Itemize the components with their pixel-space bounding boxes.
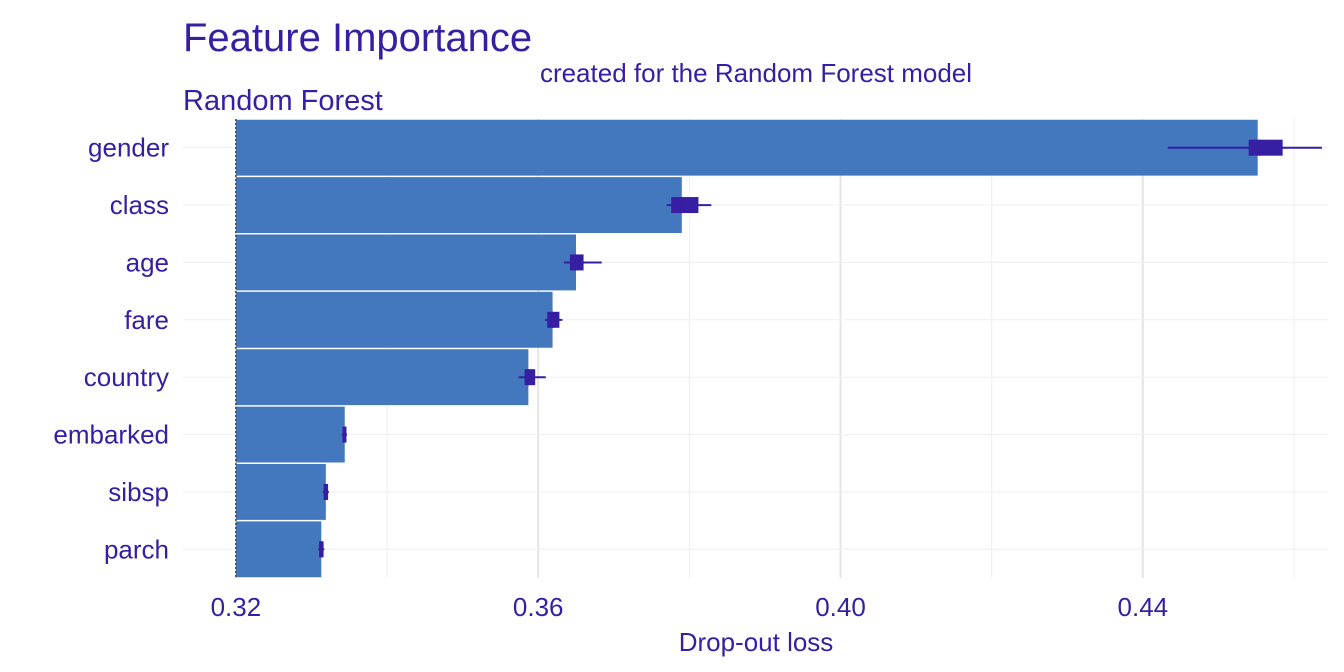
bar-series <box>235 119 1258 578</box>
x-axis-tick-labels: 0.32 0.36 0.40 0.44 <box>211 592 1169 622</box>
y-tick-label-embarked: embarked <box>53 420 169 450</box>
bar-embarked <box>235 406 345 463</box>
bar-gender <box>235 119 1258 176</box>
x-tick-label-1: 0.36 <box>513 592 564 622</box>
y-tick-label-fare: fare <box>124 305 169 335</box>
bar-age <box>235 234 577 291</box>
panel-label: Random Forest <box>183 85 383 117</box>
box-class <box>671 197 699 214</box>
bar-parch <box>235 521 322 578</box>
y-axis-labels: gender class age fare country embarked sibsp pa… <box>53 133 169 565</box>
y-tick-label-age: age <box>126 247 169 277</box>
bar-fare <box>235 291 553 348</box>
box-country <box>524 369 536 386</box>
chart-subtitle: created for the Random Forest model <box>540 58 972 88</box>
y-tick-label-sibsp: sibsp <box>108 477 169 507</box>
x-tick-label-3: 0.44 <box>1118 592 1169 622</box>
y-tick-label-country: country <box>84 362 169 392</box>
y-tick-label-class: class <box>110 190 169 220</box>
bar-sibsp <box>235 464 326 520</box>
bar-class <box>235 177 682 233</box>
y-tick-label-gender: gender <box>88 133 169 163</box>
boxplot-series <box>318 139 1322 558</box>
chart-title: Feature Importance <box>183 16 532 60</box>
x-axis-label: Drop-out loss <box>679 627 834 657</box>
box-gender <box>1248 139 1283 156</box>
bar-country <box>235 349 529 406</box>
x-tick-label-2: 0.40 <box>815 592 866 622</box>
x-tick-label-0: 0.32 <box>211 592 262 622</box>
y-tick-label-parch: parch <box>104 534 169 564</box>
